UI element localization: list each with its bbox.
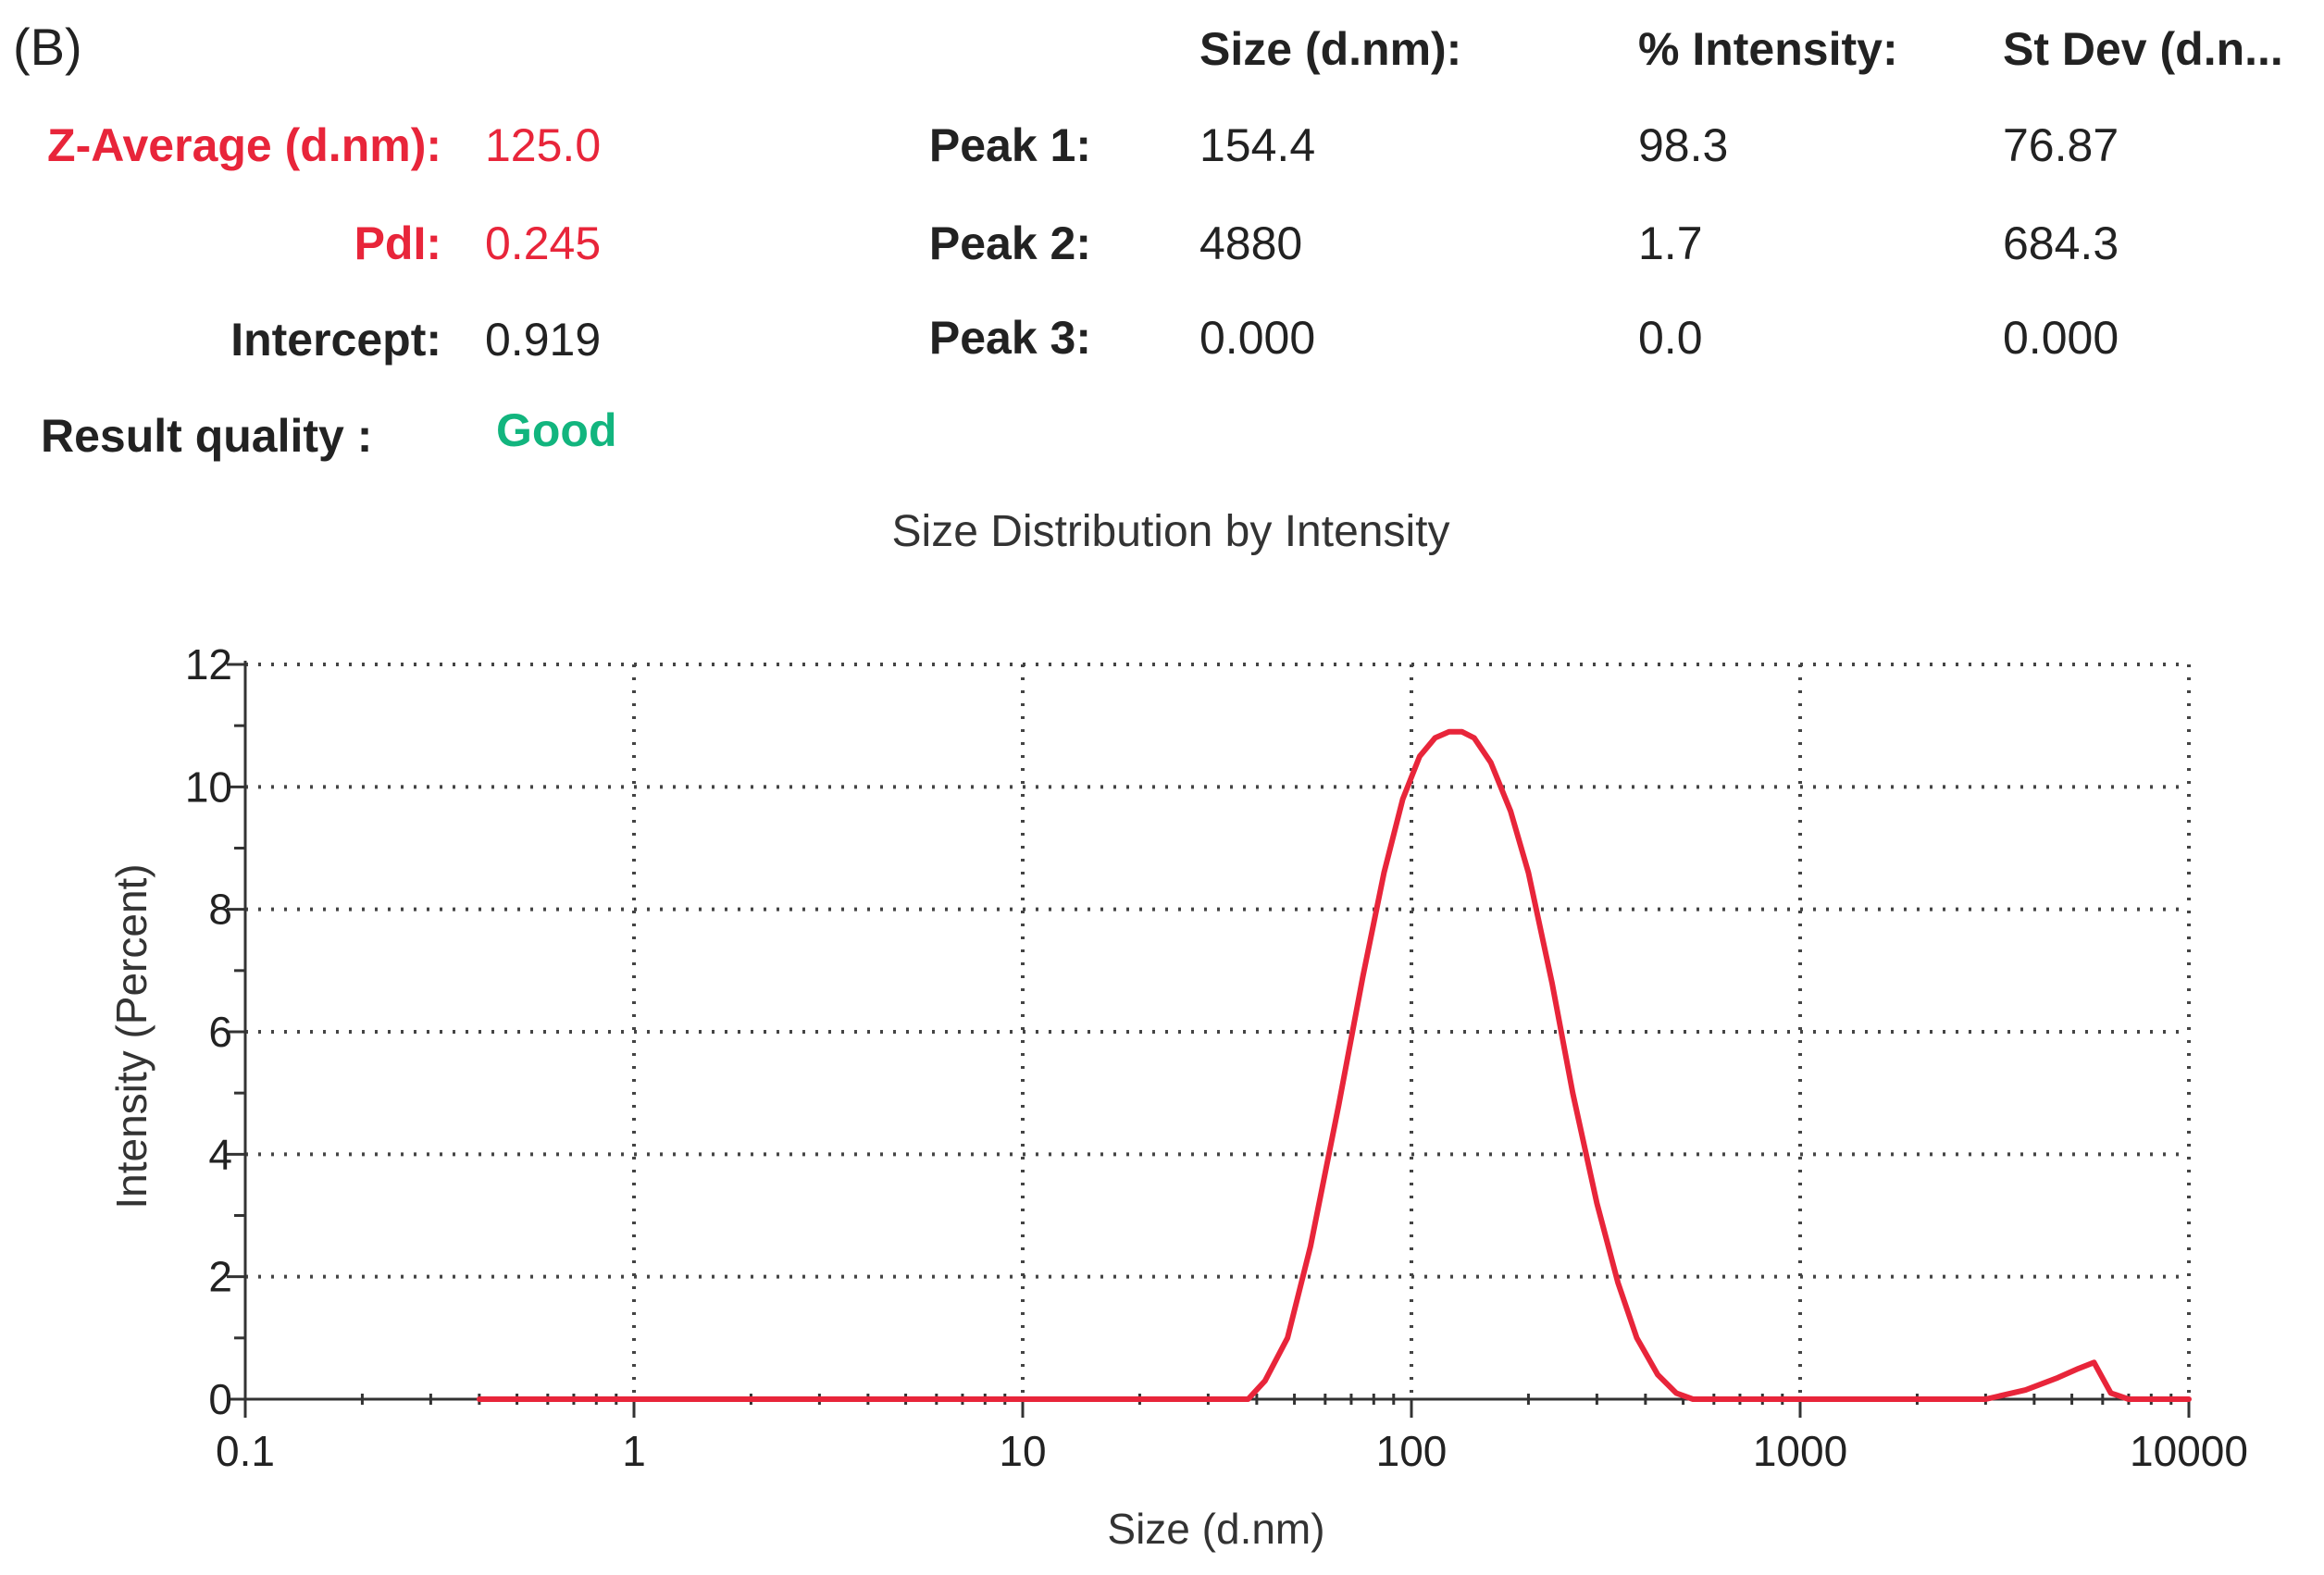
result-quality-value: Good [496,404,617,456]
tick-label-layer: 0.1 1 10 100 1000 10000 0 2 4 6 8 10 12 [185,640,2248,1475]
peak-1-size: 154.4 [1199,119,1316,171]
grid-layer [245,663,2191,1399]
y-axis-title: Intensity (Percent) [107,863,155,1209]
result-quality-label: Result quality : [41,410,373,462]
peak-3-label: Peak 3: [928,312,1091,364]
peak-3-size: 0.000 [1199,312,1316,364]
y-tick-label: 6 [208,1008,232,1056]
x-tick-label: 10 [999,1427,1046,1475]
z-average-value: 125.0 [485,119,602,171]
x-tick-label: 100 [1376,1427,1448,1475]
peak-1-stdev: 76.87 [2003,119,2119,171]
x-tick-label: 10000 [2130,1427,2248,1475]
peak-1-label: Peak 1: [928,119,1091,171]
pdi-value: 0.245 [485,217,602,269]
size-header: Size (d.nm): [1199,23,1462,75]
peak-2-intensity: 1.7 [1638,217,1703,269]
x-tick-label: 1000 [1753,1427,1847,1475]
x-tick-label: 0.1 [216,1427,275,1475]
series-layer [476,728,2192,1402]
stdev-header: St Dev (d.n... [2003,23,2283,75]
panel-label: (B) [13,18,82,76]
peak-2-size: 4880 [1199,217,1303,269]
y-tick-label: 8 [208,886,232,934]
peak-2-stdev: 684.3 [2003,217,2119,269]
peak-3-intensity: 0.0 [1638,312,1703,364]
chart-title: Size Distribution by Intensity [892,507,1450,556]
y-tick-label: 12 [185,640,232,688]
intensity-header: % Intensity: [1638,23,1898,75]
y-tick-label: 2 [208,1253,232,1301]
axis-layer [227,661,2191,1418]
intercept-label: Intercept: [230,314,441,366]
pdi-label: PdI: [354,217,441,269]
y-tick-label: 0 [208,1375,232,1423]
peak-1-intensity: 98.3 [1638,119,1729,171]
z-average-label: Z-Average (d.nm): [47,119,441,171]
x-axis-title: Size (d.nm) [1107,1505,1324,1553]
series-line [476,728,2192,1402]
x-tick-label: 1 [622,1427,646,1475]
y-tick-label: 4 [208,1130,232,1178]
y-tick-label: 10 [185,763,232,811]
peak-3-stdev: 0.000 [2003,312,2119,364]
peak-2-label: Peak 2: [928,217,1091,269]
intercept-value: 0.919 [485,314,602,366]
